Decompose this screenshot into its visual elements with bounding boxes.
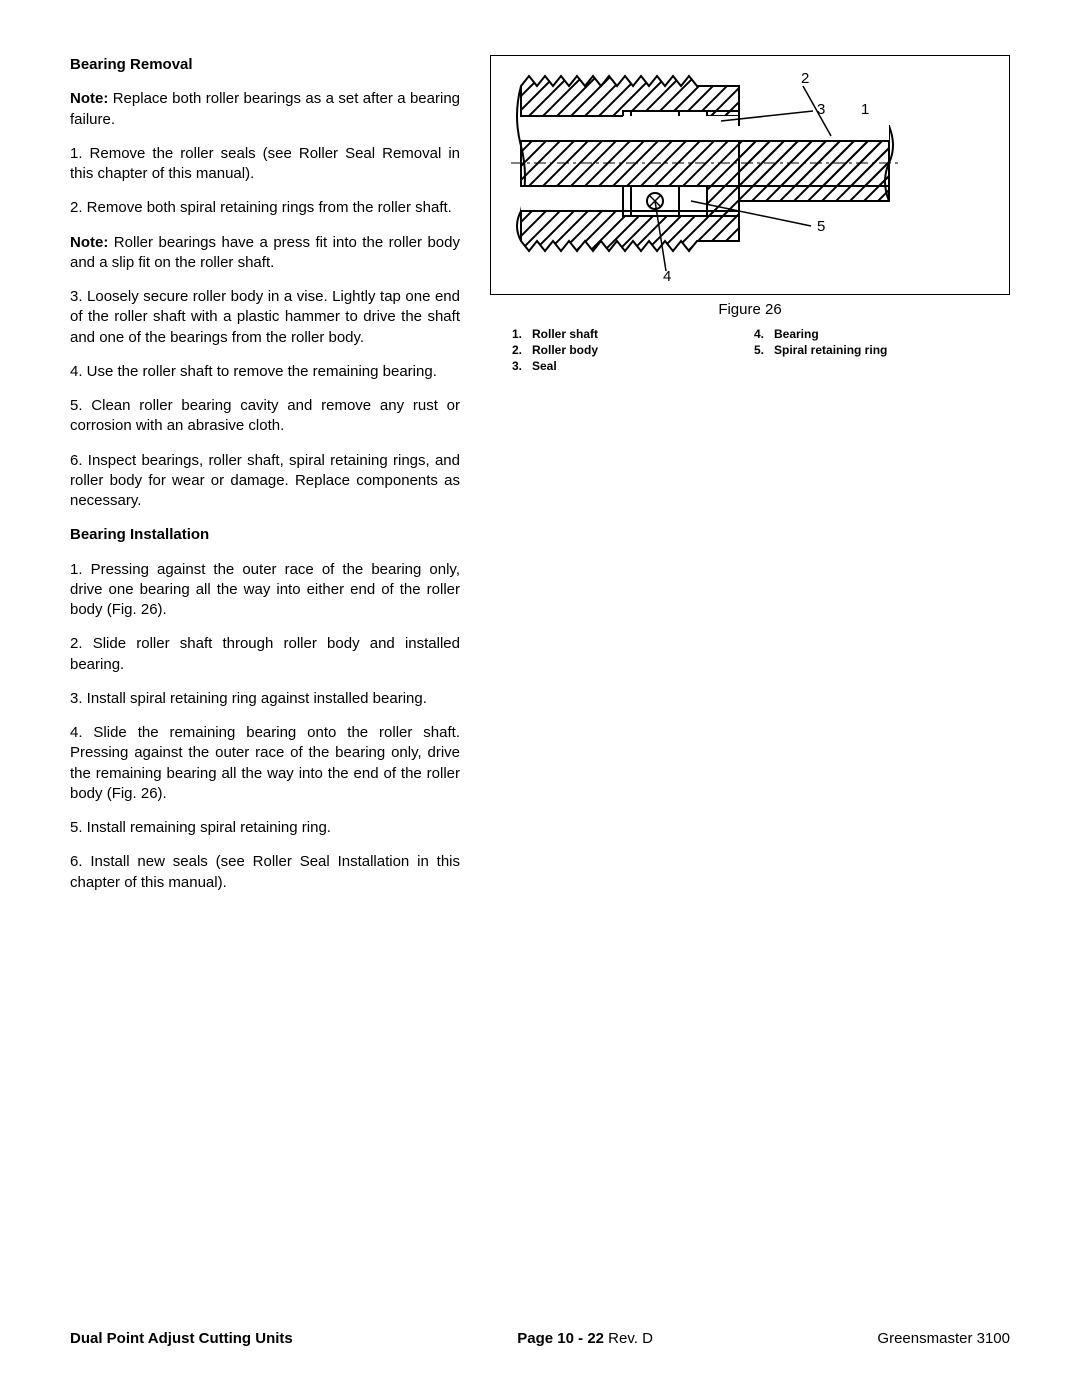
removal-step-5: 5. Clean roller bearing cavity and remov… bbox=[70, 396, 460, 437]
removal-step-1: 1. Remove the roller seals (see Roller S… bbox=[70, 144, 460, 185]
installation-step-3: 3. Install spiral retaining ring against… bbox=[70, 689, 460, 709]
callout-5: 5 bbox=[817, 218, 825, 235]
note-label: Note: bbox=[70, 234, 108, 251]
removal-note-2: Note: Roller bearings have a press fit i… bbox=[70, 233, 460, 274]
footer-center: Page 10 - 22 Rev. D bbox=[517, 1330, 653, 1347]
legend-num: 1. bbox=[508, 326, 522, 342]
removal-step-2: 2. Remove both spiral retaining rings fr… bbox=[70, 198, 460, 218]
legend-text: Seal bbox=[532, 358, 557, 374]
installation-step-2: 2. Slide roller shaft through roller bod… bbox=[70, 634, 460, 675]
bearing-removal-heading: Bearing Removal bbox=[70, 55, 460, 75]
removal-note-1: Note: Replace both roller bearings as a … bbox=[70, 89, 460, 130]
removal-step-3: 3. Loosely secure roller body in a vise.… bbox=[70, 287, 460, 348]
footer-right: Greensmaster 3100 bbox=[877, 1330, 1010, 1347]
legend-text: Roller body bbox=[532, 342, 598, 358]
bearing-installation-heading: Bearing Installation bbox=[70, 525, 460, 545]
legend-num: 2. bbox=[508, 342, 522, 358]
legend-num: 5. bbox=[750, 342, 764, 358]
page-footer: Dual Point Adjust Cutting Units Page 10 … bbox=[70, 1330, 1010, 1347]
footer-left: Dual Point Adjust Cutting Units bbox=[70, 1330, 293, 1347]
figure-legend: 1. Roller shaft 2. Roller body 3. Seal 4. Be… bbox=[490, 326, 1010, 375]
legend-num: 3. bbox=[508, 358, 522, 374]
installation-step-1: 1. Pressing against the outer race of th… bbox=[70, 560, 460, 621]
figure-box: 2 3 1 5 4 bbox=[490, 55, 1010, 295]
legend-num: 4. bbox=[750, 326, 764, 342]
installation-step-4: 4. Slide the remaining bearing onto the … bbox=[70, 723, 460, 804]
footer-page: Page 10 - 22 bbox=[517, 1330, 604, 1347]
installation-step-5: 5. Install remaining spiral retaining ri… bbox=[70, 818, 460, 838]
callout-2: 2 bbox=[801, 70, 809, 87]
callout-3: 3 bbox=[817, 101, 825, 118]
note-text: Roller bearings have a press fit into th… bbox=[70, 234, 460, 271]
legend-text: Roller shaft bbox=[532, 326, 598, 342]
roller-diagram bbox=[491, 56, 1011, 296]
removal-step-4: 4. Use the roller shaft to remove the re… bbox=[70, 362, 460, 382]
left-column: Bearing Removal Note: Replace both rolle… bbox=[70, 55, 460, 907]
callout-4: 4 bbox=[663, 268, 671, 285]
legend-text: Bearing bbox=[774, 326, 819, 342]
right-column: 2 3 1 5 4 Figure 26 1. Roller shaft 2. Rol… bbox=[490, 55, 1010, 907]
footer-rev: Rev. D bbox=[604, 1330, 653, 1347]
legend-text: Spiral retaining ring bbox=[774, 342, 887, 358]
note-text: Replace both roller bearings as a set af… bbox=[70, 90, 460, 127]
removal-step-6: 6. Inspect bearings, roller shaft, spira… bbox=[70, 451, 460, 512]
note-label: Note: bbox=[70, 90, 108, 107]
installation-step-6: 6. Install new seals (see Roller Seal In… bbox=[70, 852, 460, 893]
callout-1: 1 bbox=[861, 101, 869, 118]
figure-caption: Figure 26 bbox=[490, 301, 1010, 318]
